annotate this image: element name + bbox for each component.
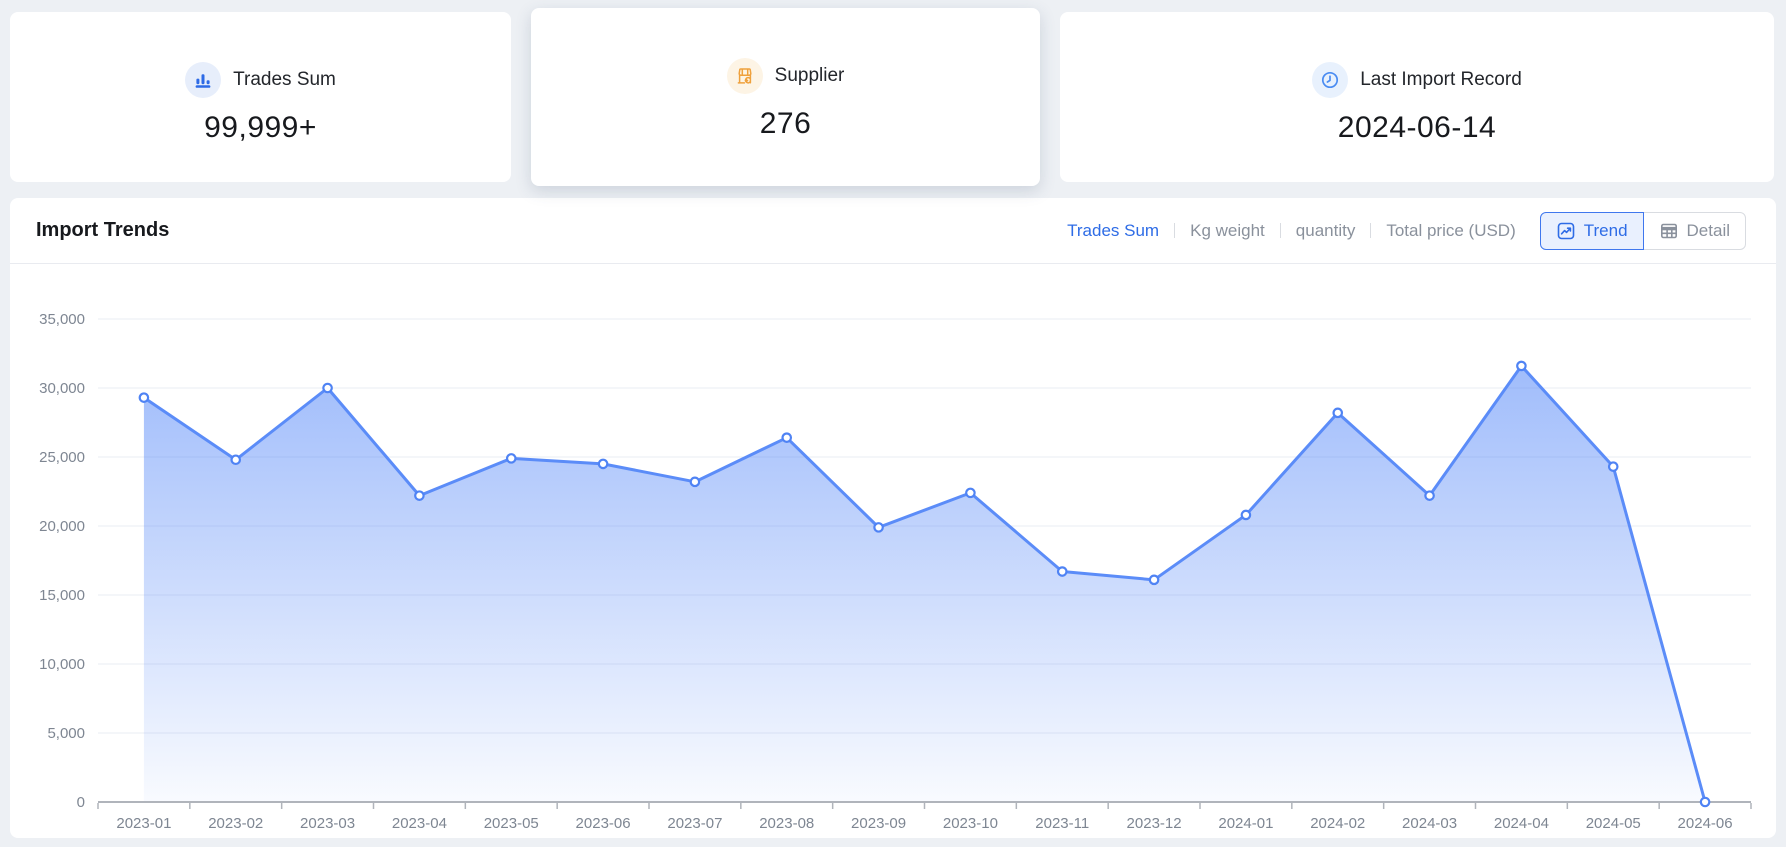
x-axis-label: 2023-09 (851, 815, 906, 832)
import-trends-chart[interactable]: 0 5,000 10,000 15,000 20,000 25,000 30,000 35,0… (10, 265, 1776, 838)
stat-card-trades-sum: Trades Sum 99,999+ (10, 12, 511, 182)
data-point[interactable] (322, 382, 333, 394)
data-point[interactable] (689, 476, 701, 488)
data-point[interactable] (1332, 407, 1344, 419)
data-point[interactable] (505, 453, 517, 464)
storefront-icon (726, 58, 763, 94)
stat-card-value: 276 (759, 107, 812, 140)
y-axis-label: 10,000 (39, 656, 85, 673)
y-axis-label: 15,000 (39, 587, 85, 604)
area-fill (143, 365, 1706, 802)
tab-separator (1370, 223, 1372, 238)
detail-button[interactable]: Detail (1642, 211, 1746, 250)
tab-trades-sum[interactable]: Trades Sum (1067, 220, 1160, 240)
y-axis-label: 35,000 (39, 311, 85, 328)
data-point[interactable] (138, 392, 150, 403)
stat-card-value: 2024-06-14 (1337, 111, 1497, 144)
x-axis-label: 2024-04 (1494, 815, 1549, 832)
data-point[interactable] (781, 432, 793, 443)
data-point[interactable] (1148, 574, 1160, 586)
x-axis-label: 2023-05 (484, 815, 539, 832)
trend-line-icon (1556, 221, 1576, 241)
x-axis-label: 2023-11 (1035, 815, 1089, 832)
trend-chart-svg: 0 5,000 10,000 15,000 20,000 25,000 30,000 35,0… (39, 311, 1752, 832)
column-chart-icon (185, 62, 222, 98)
y-axis-label: 0 (77, 794, 85, 811)
data-point[interactable] (230, 454, 242, 466)
data-point[interactable] (414, 490, 425, 501)
tab-total-price-usd[interactable]: Total price (USD) (1386, 220, 1516, 240)
x-axis-label: 2024-05 (1586, 815, 1641, 832)
data-point[interactable] (597, 458, 609, 470)
x-axis-label: 2023-01 (116, 815, 171, 832)
x-axis-label: 2023-06 (576, 815, 631, 832)
data-point[interactable] (1607, 461, 1619, 472)
panel-title: Import Trends (36, 219, 170, 241)
stat-cards-row: Trades Sum 99,999+ Supplier 276 (10, 8, 1774, 186)
x-axis-label: 2023-08 (759, 815, 814, 832)
import-trends-panel: Import Trends Trades Sum Kg weight quant… (10, 198, 1776, 838)
panel-header: Import Trends Trades Sum Kg weight quant… (10, 198, 1776, 264)
stat-card-head: Supplier (726, 58, 845, 94)
tab-quantity[interactable]: quantity (1295, 220, 1356, 240)
y-axis-label: 25,000 (39, 449, 85, 466)
stat-card-last-import-record: Last Import Record 2024-06-14 (1060, 12, 1774, 182)
y-axis-label: 20,000 (39, 518, 85, 535)
x-axis-label: 2024-01 (1218, 815, 1273, 832)
data-point[interactable] (965, 487, 976, 499)
x-axis-label: 2023-02 (208, 815, 263, 832)
x-axis-label: 2023-07 (667, 815, 722, 832)
stat-card-head: Last Import Record (1312, 62, 1522, 98)
trend-button[interactable]: Trend (1539, 211, 1644, 250)
data-point[interactable] (1516, 360, 1527, 372)
x-axis-label: 2024-02 (1310, 815, 1365, 832)
data-point[interactable] (1424, 490, 1435, 501)
y-axis-label: 30,000 (39, 380, 85, 397)
table-grid-icon (1659, 221, 1679, 241)
x-axis-label: 2023-03 (300, 815, 355, 832)
clock-icon (1312, 62, 1349, 98)
stat-card-value: 99,999+ (204, 111, 317, 144)
stat-card-supplier: Supplier 276 (531, 8, 1040, 186)
x-axis-label: 2023-10 (943, 815, 998, 832)
y-axis-label: 5,000 (47, 725, 85, 742)
data-point[interactable] (1240, 509, 1252, 521)
data-point[interactable] (873, 522, 884, 533)
x-axis-label: 2023-12 (1127, 815, 1182, 832)
trend-line (142, 364, 1707, 804)
trend-button-label: Trend (1583, 220, 1628, 240)
x-axis-label: 2024-03 (1402, 815, 1457, 832)
data-point[interactable] (1699, 796, 1711, 808)
stat-card-head: Trades Sum (185, 62, 336, 98)
detail-button-label: Detail (1686, 220, 1730, 240)
stat-card-label: Supplier (774, 65, 845, 86)
tab-separator (1174, 223, 1176, 238)
view-toggle: Trend Detail (1539, 211, 1746, 250)
data-point[interactable] (1056, 566, 1068, 577)
x-axis-label: 2024-06 (1678, 815, 1733, 832)
panel-header-right: Trades Sum Kg weight quantity Total pric… (1067, 211, 1746, 250)
metric-tabs: Trades Sum Kg weight quantity Total pric… (1067, 221, 1516, 241)
tab-kg-weight[interactable]: Kg weight (1190, 220, 1265, 240)
tab-separator (1279, 223, 1281, 238)
x-axis-label: 2023-04 (392, 815, 447, 832)
stat-card-label: Last Import Record (1360, 69, 1522, 90)
stat-card-label: Trades Sum (233, 69, 336, 90)
